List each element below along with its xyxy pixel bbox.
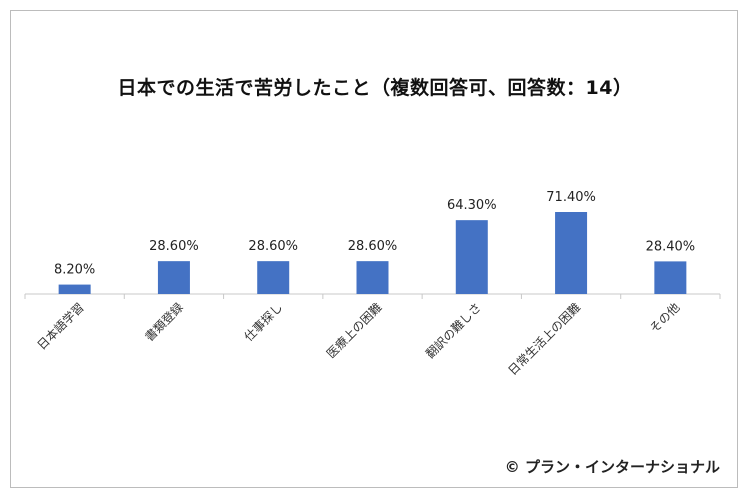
- category-label: 日常生活上の困難: [505, 300, 583, 378]
- bar-5: [455, 220, 488, 294]
- chart-frame: [10, 10, 738, 488]
- copyright-credit: © プラン・インターナショナル: [504, 458, 720, 476]
- data-label: 28.60%: [348, 239, 398, 254]
- data-label: 64.30%: [447, 198, 497, 213]
- category-label: その他: [647, 300, 682, 335]
- bar-2: [157, 261, 190, 294]
- data-label: 8.20%: [54, 263, 95, 278]
- category-label: 翻訳の難しさ: [422, 300, 484, 362]
- category-label: 仕事探し: [241, 300, 285, 344]
- data-label: 28.40%: [646, 239, 696, 254]
- bar-4: [356, 261, 389, 294]
- category-label: 日本語学習: [34, 300, 87, 353]
- category-label: 書類登録: [141, 300, 186, 345]
- bar-1: [58, 284, 91, 294]
- data-label: 71.40%: [546, 190, 596, 205]
- bar-7: [654, 261, 687, 294]
- data-label: 28.60%: [248, 239, 298, 254]
- category-label: 医療上の困難: [323, 300, 385, 362]
- data-label: 28.60%: [149, 239, 199, 254]
- bar-6: [555, 212, 588, 294]
- bar-3: [257, 261, 290, 294]
- chart-title: 日本での生活で苦労したこと（複数回答可、回答数：14）: [117, 77, 633, 99]
